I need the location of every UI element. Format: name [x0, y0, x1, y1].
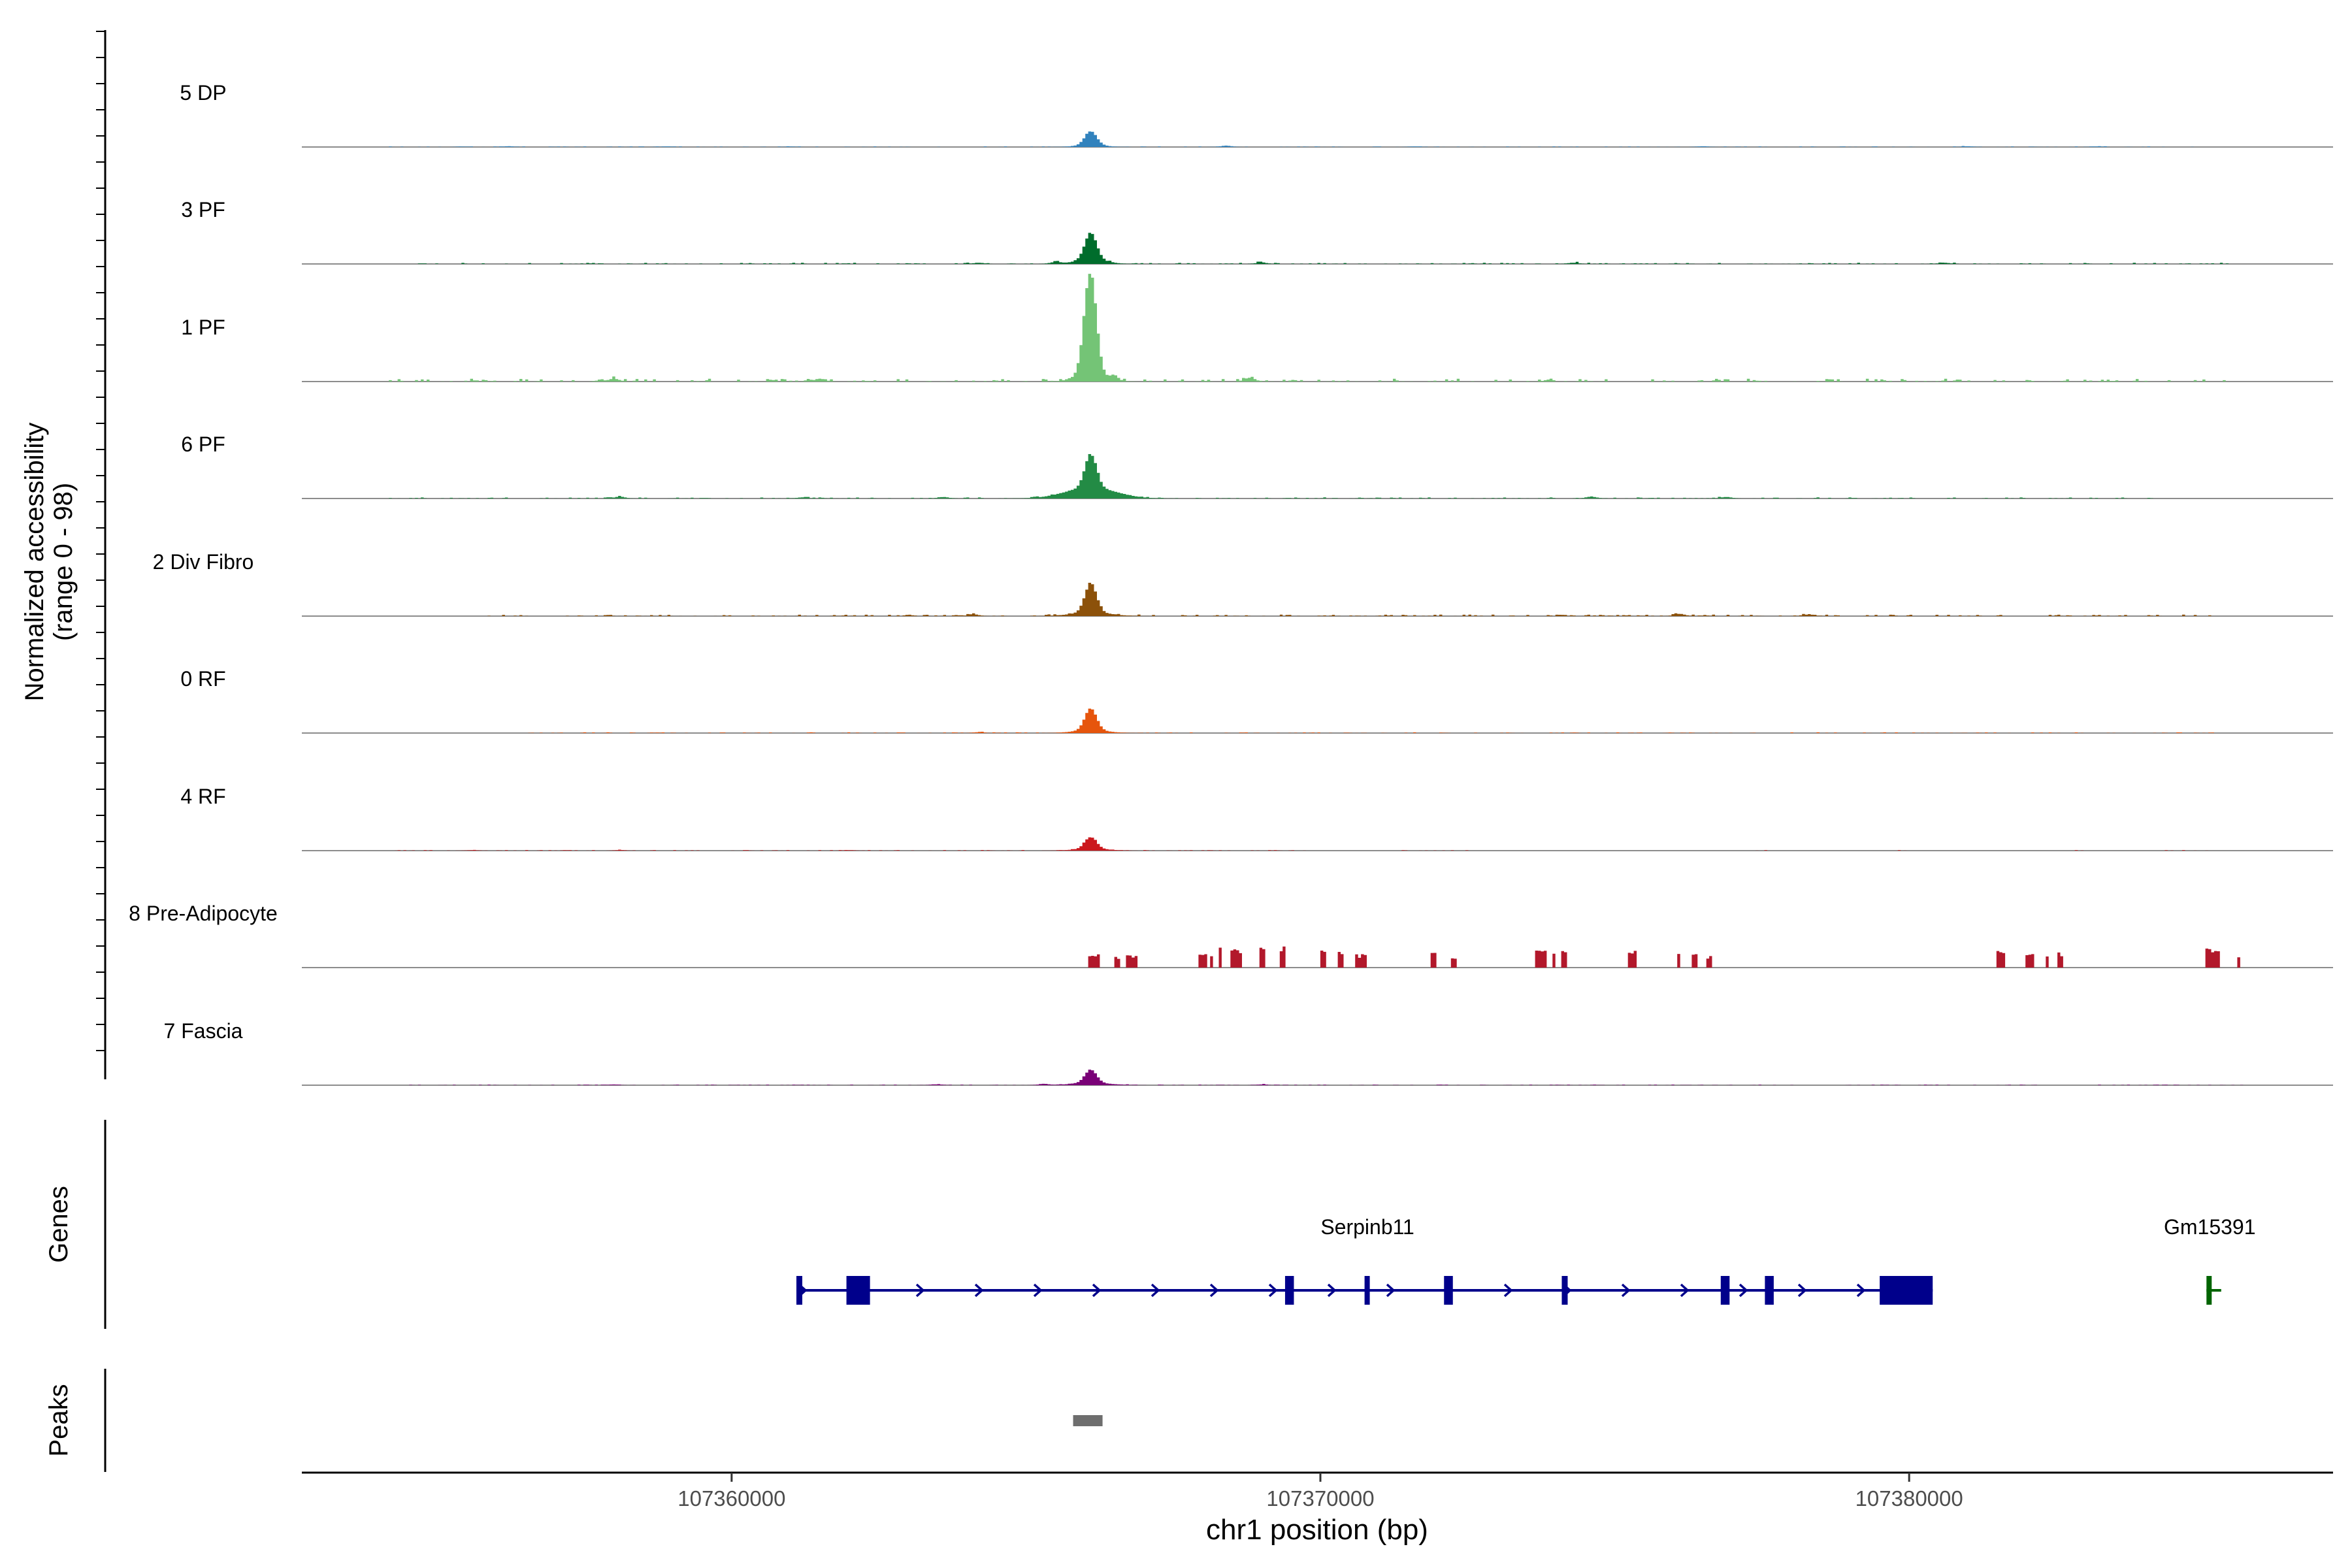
track-label: 2 Div Fibro [153, 550, 254, 574]
exon [1880, 1276, 1933, 1305]
exon [1720, 1276, 1730, 1305]
peaks-track [1073, 1415, 1103, 1426]
strand-arrow [1268, 1283, 1278, 1298]
x-tick-label: 107380000 [1855, 1486, 1963, 1511]
coverage-tracks: 5 DP 3 PF 1 PF 6 PF 2 Div Fibro 0 RF 4 RF 8 Pre… [129, 81, 2333, 1086]
y-axis-label: Normalized accessibility (range 0 - 98) [20, 423, 78, 702]
peak-region [1073, 1415, 1103, 1426]
track-8-pre-adipocyte: 8 Pre-Adipocyte [129, 902, 2333, 968]
strand-arrow [1503, 1283, 1513, 1298]
strand-arrow [1739, 1283, 1748, 1298]
gene-serpinb11: Serpinb11 [796, 1215, 1933, 1305]
strand-arrow [1680, 1283, 1690, 1298]
strand-arrow [1151, 1283, 1160, 1298]
y-axis-label-line-1: Normalized accessibility [20, 423, 49, 702]
x-axis-label: chr1 position (bp) [1206, 1514, 1428, 1546]
track-label: 5 DP [180, 81, 226, 105]
track-label: 1 PF [181, 316, 225, 339]
track-3-pf: 3 PF [181, 198, 2333, 265]
track-4-rf: 4 RF [180, 785, 2333, 851]
track-1-pf: 1 PF [181, 274, 2333, 382]
strand-arrow [1856, 1283, 1866, 1298]
strand-arrow [915, 1283, 925, 1298]
track-2-div-fibro: 2 Div Fibro [153, 550, 2333, 617]
gene-label: Gm15391 [2164, 1215, 2256, 1239]
strand-arrow [974, 1283, 984, 1298]
peaks-track-label: Peaks [44, 1384, 73, 1456]
strand-arrow [1386, 1283, 1396, 1298]
coverage-y-ticks [96, 31, 105, 1051]
track-label: 3 PF [181, 198, 225, 221]
exon [846, 1276, 870, 1305]
track-label: 8 Pre-Adipocyte [129, 902, 278, 925]
exon [1561, 1276, 1568, 1305]
gene-label: Serpinb11 [1320, 1215, 1414, 1239]
track-label: 0 RF [180, 667, 225, 691]
track-6-pf: 6 PF [181, 433, 2333, 499]
exon [1444, 1276, 1453, 1305]
exon [1284, 1276, 1294, 1305]
strand-arrow [1621, 1283, 1631, 1298]
x-tick-label: 107370000 [1266, 1486, 1374, 1511]
y-axis-label-line-2: (range 0 - 98) [49, 483, 78, 641]
gene-gm15391: Gm15391 [2164, 1215, 2256, 1305]
exon [1765, 1276, 1774, 1305]
genes-track: Serpinb11 Gm15391 [796, 1215, 2256, 1305]
strand-arrow [1327, 1283, 1337, 1298]
track-5-dp: 5 DP [180, 81, 2333, 148]
strand-arrow [1092, 1283, 1102, 1298]
track-label: 7 Fascia [164, 1019, 243, 1043]
x-tick-label: 107360000 [678, 1486, 785, 1511]
x-axis-ticks: 107360000 107370000 107380000 [678, 1473, 1963, 1511]
exon [1364, 1276, 1370, 1305]
exon [2206, 1276, 2212, 1305]
strand-arrow [1209, 1283, 1219, 1298]
exon [796, 1276, 802, 1305]
track-label: 4 RF [180, 785, 225, 808]
genes-track-label: Genes [44, 1186, 73, 1263]
track-label: 6 PF [181, 433, 225, 456]
track-7-fascia: 7 Fascia [164, 1019, 2333, 1086]
strand-arrow [1797, 1283, 1807, 1298]
strand-arrow [1033, 1283, 1043, 1298]
track-0-rf: 0 RF [180, 667, 2333, 734]
